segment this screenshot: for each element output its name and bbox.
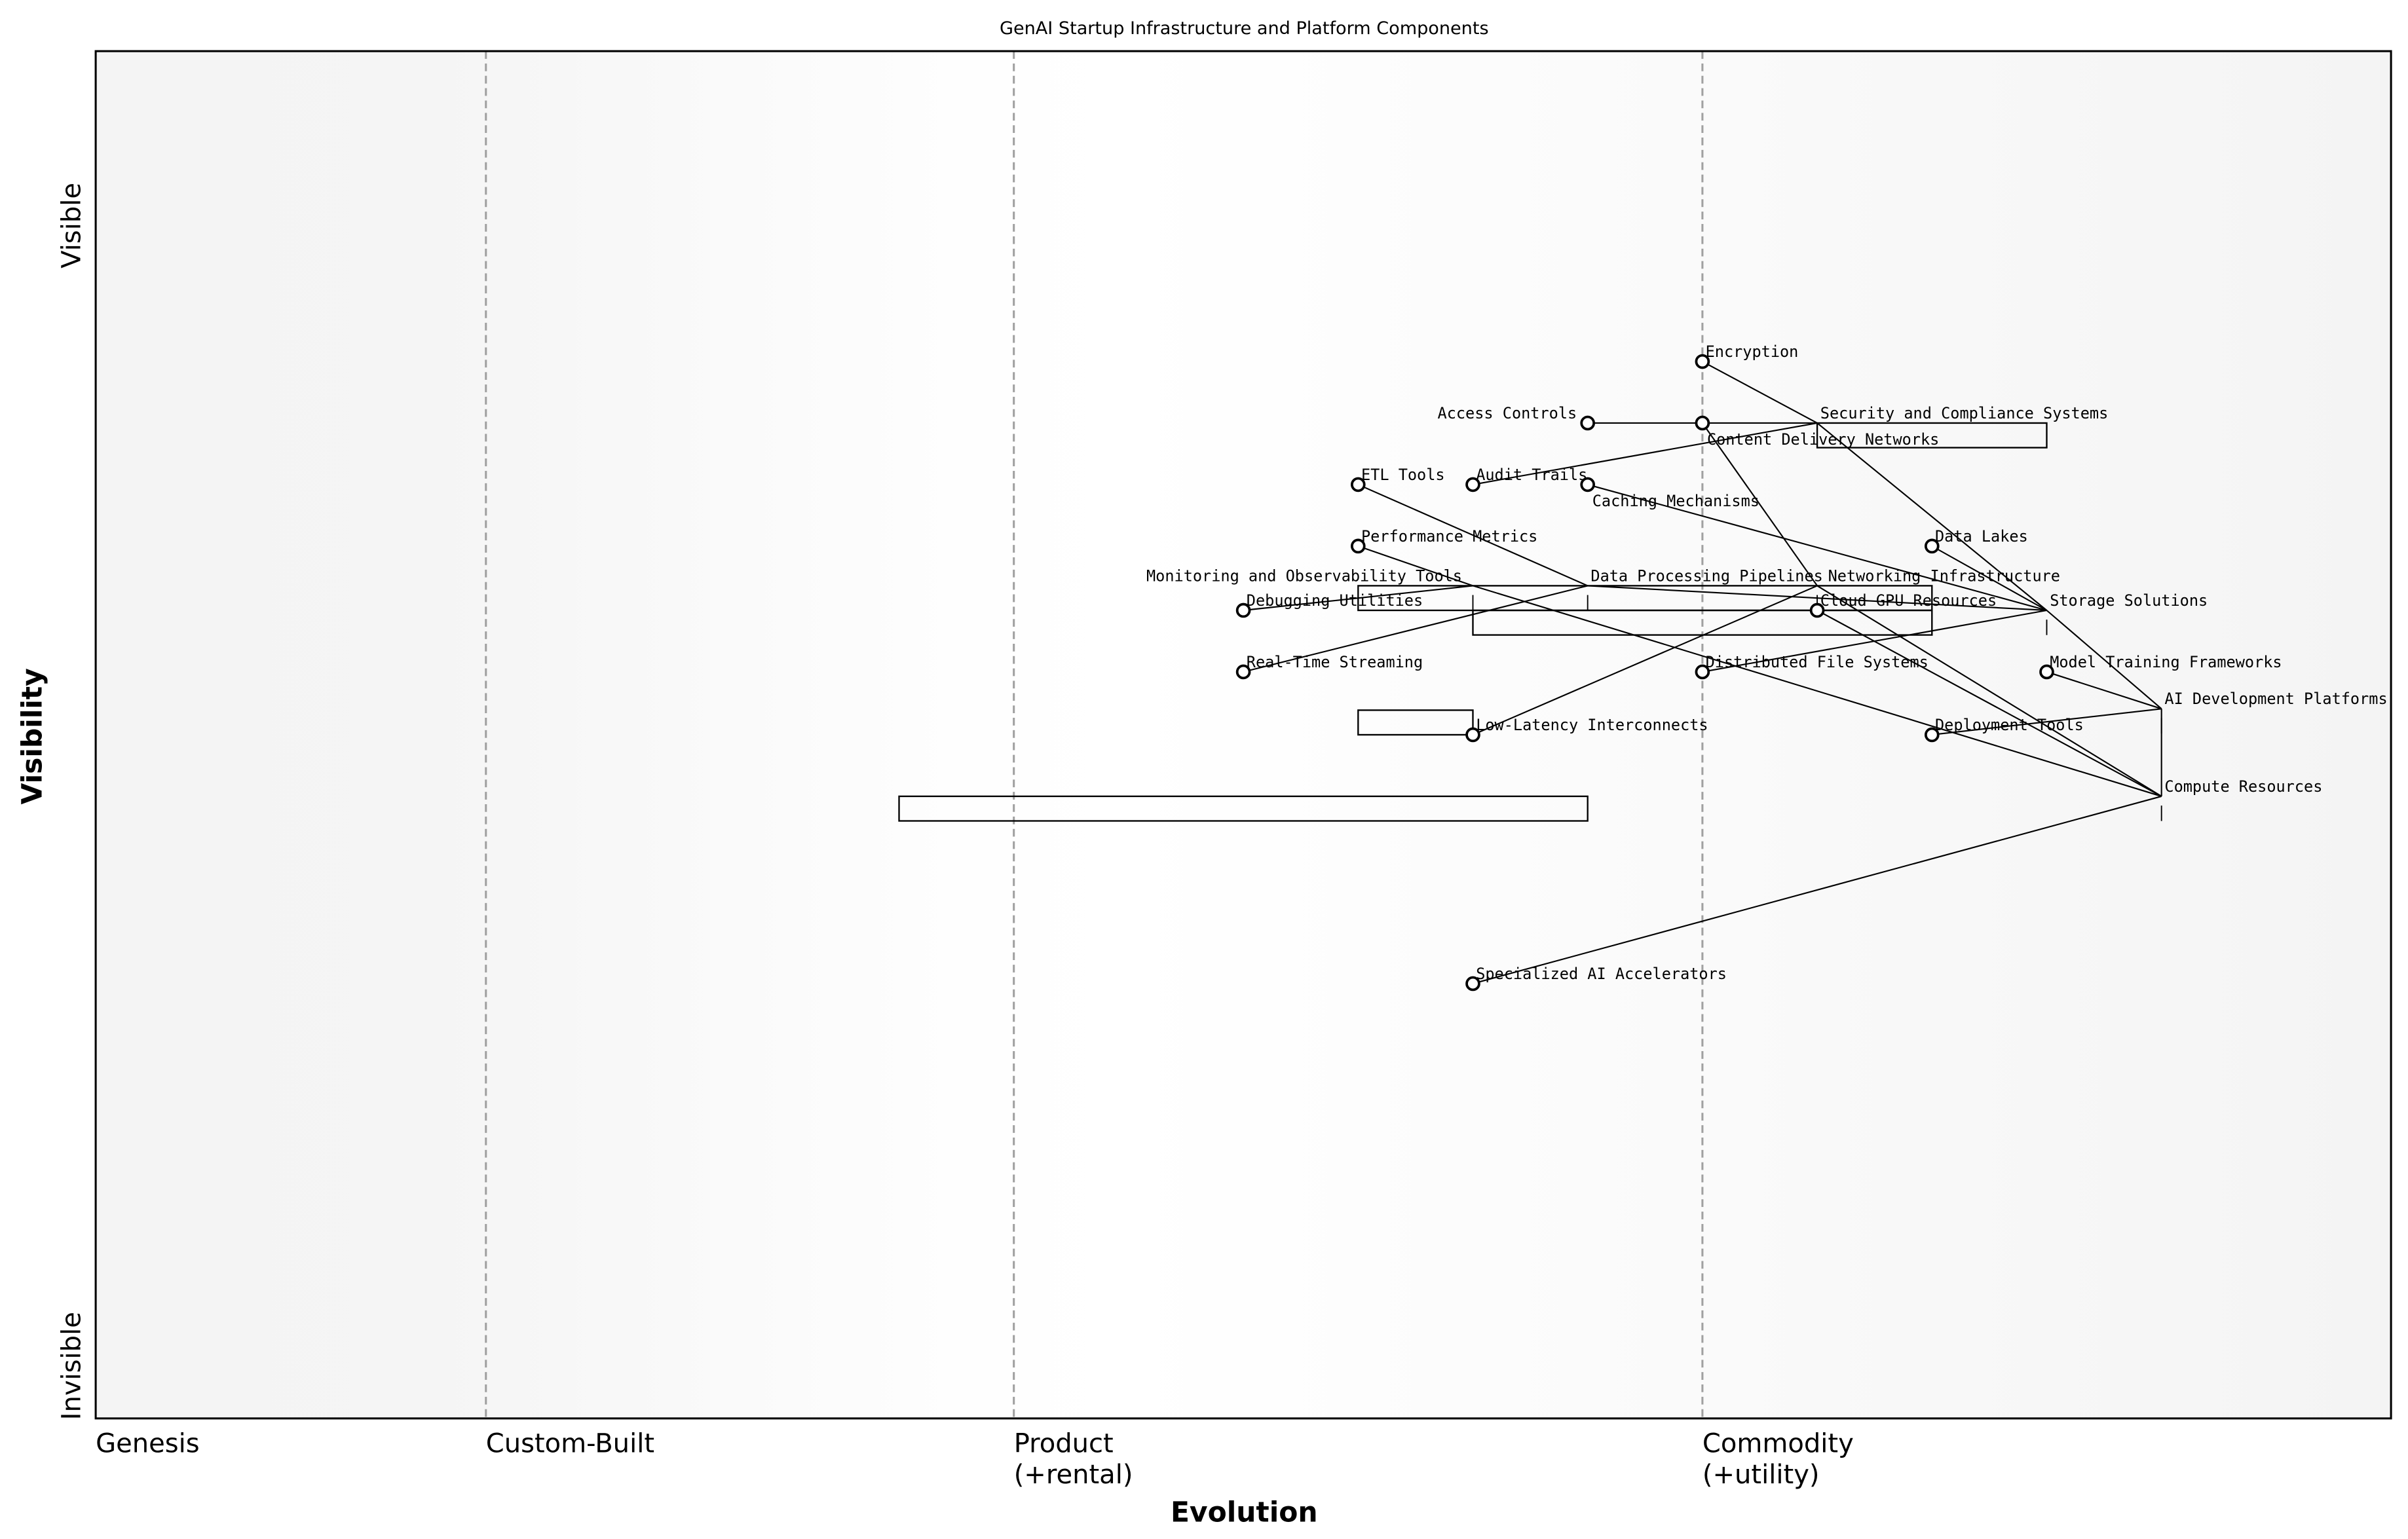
link-debugging-utilities-to-monitoring-and-observability-tools — [1243, 585, 1473, 612]
link-real-time-streaming-to-data-processing-pipelines — [1243, 585, 1588, 673]
link-caching-mechanisms-to-storage-solutions — [1587, 483, 2047, 612]
component-marker — [1695, 354, 1710, 369]
component-label: Model Training Frameworks — [2050, 653, 2282, 671]
y-bottom-label: Invisible — [57, 1312, 87, 1420]
y-top-label: Visible — [57, 183, 87, 269]
link-monitoring-and-observability-tools-to-compute-resources — [1473, 585, 2162, 797]
link-security-and-compliance-systems-to-storage-solutions — [1816, 422, 2048, 611]
link-encryption-to-security-and-compliance-systems — [1702, 361, 1818, 424]
component-cloud-gpu-resources: Cloud GPU Resources — [1809, 591, 1997, 618]
component-debugging-utilities: Debugging Utilities — [1235, 591, 1423, 618]
component-label: Monitoring and Observability Tools — [1146, 566, 1462, 585]
component-marker — [1465, 727, 1480, 743]
component-marker — [1350, 477, 1366, 492]
plot-area — [96, 51, 2392, 1418]
component-label: Encryption — [1706, 343, 1799, 361]
y-axis-title: Visibility — [17, 668, 49, 804]
component-specialized-ai-accelerators: Specialized AI Accelerators — [1465, 965, 1727, 992]
component-label: Data Processing Pipelines — [1590, 566, 1822, 585]
component-low-latency-interconnects: Low-Latency Interconnects — [1465, 716, 1708, 743]
component-security-and-compliance-systems: Security and Compliance Systems — [1816, 404, 2108, 448]
link-storage-solutions-to-ai-development-platforms — [2046, 610, 2162, 710]
component-marker — [1695, 415, 1710, 431]
component-monitoring-and-observability-tools: Monitoring and Observability Tools — [1146, 566, 1474, 611]
stage-label-commodity: Commodity — [1703, 1429, 1854, 1459]
component-real-time-streaming: Real-Time Streaming — [1235, 653, 1423, 680]
component-label: Compute Resources — [2164, 777, 2322, 796]
link-audit-trails-to-security-and-compliance-systems — [1473, 422, 1818, 485]
stage-label-custom-built: Custom-Built — [486, 1429, 654, 1459]
stage-sublabel-product: (+rental) — [1014, 1460, 1133, 1490]
component-etl-tools: ETL Tools — [1350, 466, 1445, 492]
component-label: Security and Compliance Systems — [1820, 404, 2108, 422]
component-marker — [1924, 538, 1940, 554]
component-marker — [1924, 727, 1940, 743]
component-label: Performance Metrics — [1361, 527, 1537, 546]
component-marker — [1465, 976, 1480, 992]
link-specialized-ai-accelerators-to-compute-resources — [1473, 795, 2162, 984]
link-model-training-frameworks-to-ai-development-platforms — [2046, 671, 2162, 710]
component-data-lakes: Data Lakes — [1924, 527, 2028, 554]
component-data-processing-pipelines: Data Processing Pipelines — [1587, 566, 1823, 611]
component-label: Real-Time Streaming — [1247, 653, 1423, 671]
component-label: Debugging Utilities — [1247, 591, 1423, 610]
component-model-training-frameworks: Model Training Frameworks — [2039, 653, 2282, 680]
component-marker — [1235, 603, 1251, 618]
component-label: Data Lakes — [1935, 527, 2028, 546]
component-label: Distributed File Systems — [1706, 653, 1928, 671]
stage-sublabel-commodity: (+utility) — [1703, 1460, 1820, 1490]
component-marker — [1350, 538, 1366, 554]
component-label: Networking Infrastructure — [1828, 566, 2060, 585]
component-marker — [1695, 664, 1710, 680]
link-data-lakes-to-storage-solutions — [1931, 545, 2048, 611]
x-axis-title: Evolution — [1171, 1497, 1318, 1529]
link-deployment-tools-to-ai-development-platforms — [1932, 708, 2162, 736]
component-performance-metrics: Performance Metrics — [1350, 527, 1537, 554]
component-label: Specialized AI Accelerators — [1476, 965, 1727, 983]
component-storage-solutions: Storage Solutions — [2046, 591, 2208, 635]
link-distributed-file-systems-to-storage-solutions — [1702, 609, 2047, 673]
plot-frame — [94, 50, 2392, 1420]
component-marker — [1580, 415, 1595, 431]
component-label: Access Controls — [1438, 404, 1577, 422]
component-label: Cloud GPU Resources — [1820, 591, 1997, 610]
component-label: Audit Trails — [1476, 466, 1587, 484]
link-low-latency-interconnects-to-networking-infrastructure — [1473, 585, 1818, 735]
component-audit-trails: Audit Trails — [1465, 466, 1587, 492]
component-marker — [1580, 477, 1595, 492]
component-label: Deployment Tools — [1935, 716, 2084, 734]
component-deployment-tools: Deployment Tools — [1924, 716, 2084, 743]
link-etl-tools-to-data-processing-pipelines — [1357, 483, 1589, 587]
component-content-delivery-networks: Content Delivery Networks — [1695, 415, 1939, 449]
component-box — [1357, 709, 1474, 736]
component-caching-mechanisms: Caching Mechanisms — [1580, 477, 1759, 510]
chart-title: GenAI Startup Infrastructure and Platfor… — [1000, 18, 1489, 39]
component-compute-resources: Compute Resources — [2160, 777, 2322, 821]
component-label: Low-Latency Interconnects — [1476, 716, 1708, 734]
component-marker — [2039, 664, 2054, 680]
component-access-controls: Access Controls — [1438, 404, 1595, 431]
link-content-delivery-networks-to-networking-infrastructure — [1702, 422, 1818, 587]
stage-label-product: Product — [1014, 1429, 1114, 1459]
component-label: Storage Solutions — [2050, 591, 2208, 610]
component-encryption: Encryption — [1695, 343, 1799, 369]
component-distributed-file-systems: Distributed File Systems — [1695, 653, 1928, 680]
component-marker — [1465, 477, 1480, 492]
component-marker — [1809, 603, 1825, 618]
component-box — [898, 795, 1589, 822]
link-networking-infrastructure-to-compute-resources — [1816, 585, 2162, 797]
component-ai-development-platforms: AI Development Platforms — [2160, 690, 2388, 734]
component-networking-infrastructure: Networking Infrastructure — [1816, 566, 2060, 611]
component-label: AI Development Platforms — [2164, 690, 2387, 708]
component-label: Caching Mechanisms — [1592, 492, 1759, 510]
link-performance-metrics-to-monitoring-and-observability-tools — [1357, 545, 1473, 587]
component-label: Content Delivery Networks — [1707, 430, 1939, 449]
stage-label-genesis: Genesis — [96, 1429, 200, 1459]
component-label: ETL Tools — [1361, 466, 1445, 484]
component-marker — [1235, 664, 1251, 680]
